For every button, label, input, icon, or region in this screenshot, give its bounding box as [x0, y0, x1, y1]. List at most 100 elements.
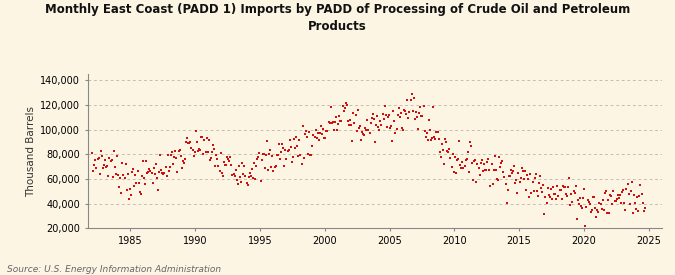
- Point: [619, 200, 630, 205]
- Point: [103, 174, 114, 178]
- Point: [412, 127, 423, 131]
- Point: [161, 174, 172, 178]
- Point: [529, 176, 540, 180]
- Point: [184, 141, 194, 145]
- Point: [531, 188, 542, 193]
- Point: [89, 163, 100, 167]
- Point: [309, 134, 320, 139]
- Point: [547, 185, 558, 189]
- Point: [576, 204, 587, 208]
- Point: [598, 208, 609, 213]
- Point: [344, 123, 354, 127]
- Point: [93, 156, 104, 161]
- Point: [165, 165, 176, 169]
- Point: [387, 138, 398, 143]
- Point: [603, 211, 614, 215]
- Point: [389, 119, 400, 123]
- Point: [305, 152, 316, 157]
- Point: [277, 141, 288, 146]
- Point: [491, 177, 502, 181]
- Point: [197, 134, 208, 139]
- Point: [333, 121, 344, 126]
- Point: [284, 148, 294, 152]
- Point: [294, 138, 305, 142]
- Point: [149, 172, 160, 177]
- Point: [327, 120, 338, 125]
- Point: [213, 164, 224, 168]
- Point: [410, 116, 421, 121]
- Point: [130, 173, 141, 177]
- Point: [256, 158, 267, 162]
- Point: [345, 118, 356, 122]
- Point: [531, 171, 541, 176]
- Point: [180, 157, 190, 161]
- Point: [564, 175, 574, 180]
- Point: [146, 170, 157, 175]
- Point: [549, 192, 560, 196]
- Point: [167, 150, 178, 154]
- Point: [282, 149, 293, 153]
- Point: [502, 201, 512, 205]
- Point: [254, 151, 265, 155]
- Point: [628, 211, 639, 215]
- Point: [601, 189, 612, 193]
- Point: [263, 168, 273, 172]
- Point: [298, 156, 309, 160]
- Point: [212, 157, 223, 161]
- Point: [460, 158, 471, 162]
- Point: [407, 109, 418, 113]
- Point: [95, 149, 106, 153]
- Point: [441, 140, 452, 145]
- Point: [148, 166, 159, 170]
- Point: [514, 180, 525, 184]
- Point: [585, 202, 595, 206]
- Point: [379, 104, 390, 109]
- Point: [591, 215, 601, 220]
- Point: [91, 166, 102, 170]
- Point: [340, 101, 351, 105]
- Point: [437, 142, 448, 146]
- Point: [176, 166, 187, 170]
- Point: [199, 138, 210, 142]
- Point: [439, 137, 450, 142]
- Point: [504, 174, 514, 179]
- Point: [105, 159, 116, 163]
- Point: [140, 182, 151, 186]
- Point: [315, 131, 325, 135]
- Point: [280, 147, 291, 152]
- Point: [543, 193, 554, 197]
- Point: [405, 98, 416, 102]
- Point: [592, 208, 603, 212]
- Point: [230, 174, 240, 178]
- Point: [107, 174, 118, 179]
- Point: [497, 159, 508, 164]
- Point: [109, 165, 120, 169]
- Point: [205, 157, 215, 162]
- Point: [595, 202, 606, 207]
- Point: [442, 149, 453, 153]
- Point: [95, 172, 105, 176]
- Point: [246, 166, 257, 171]
- Point: [625, 189, 636, 193]
- Point: [97, 154, 107, 158]
- Point: [302, 152, 313, 156]
- Point: [332, 128, 343, 132]
- Point: [483, 156, 493, 161]
- Point: [360, 126, 371, 131]
- Point: [578, 196, 589, 200]
- Point: [479, 161, 489, 166]
- Point: [342, 103, 352, 108]
- Point: [496, 161, 507, 165]
- Point: [380, 113, 391, 117]
- Point: [219, 160, 230, 164]
- Point: [143, 170, 154, 174]
- Point: [499, 174, 510, 179]
- Point: [603, 198, 614, 202]
- Point: [508, 169, 518, 173]
- Point: [614, 196, 624, 200]
- Point: [471, 180, 482, 184]
- Point: [621, 187, 632, 192]
- Point: [556, 197, 567, 202]
- Point: [633, 209, 644, 213]
- Point: [125, 186, 136, 191]
